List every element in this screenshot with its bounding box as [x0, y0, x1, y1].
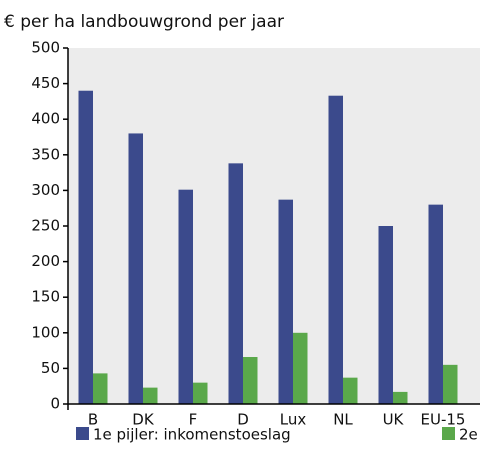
- y-tick-label: 100: [31, 323, 60, 341]
- y-tick-label: 200: [31, 252, 60, 270]
- x-tick-label: DK: [132, 411, 155, 429]
- x-tick-label: B: [88, 411, 98, 429]
- y-tick-label: 400: [31, 110, 60, 128]
- bar: [243, 357, 258, 404]
- x-tick-label: NL: [333, 411, 353, 429]
- y-tick-label: 500: [31, 39, 60, 57]
- bar: [328, 95, 343, 404]
- bar: [378, 226, 393, 404]
- x-tick-label: Lux: [280, 411, 307, 429]
- y-tick-label: 450: [31, 74, 60, 92]
- x-tick-label: UK: [383, 411, 405, 429]
- bar: [293, 332, 308, 404]
- y-tick-label: 150: [31, 288, 60, 306]
- legend-label: 1e pijler: inkomenstoeslag: [93, 426, 291, 444]
- x-tick-label: D: [237, 411, 249, 429]
- bar: [393, 391, 408, 404]
- bar: [78, 90, 93, 404]
- x-tick-label: F: [189, 411, 198, 429]
- bar: [428, 204, 443, 404]
- legend-swatch: [76, 427, 89, 440]
- bar: [128, 133, 143, 404]
- bar: [193, 382, 208, 404]
- x-tick-label: EU-15: [421, 411, 466, 429]
- y-tick-label: 50: [41, 359, 60, 377]
- bar: [143, 387, 158, 404]
- chart-title: € per ha landbouwgrond per jaar: [4, 12, 284, 32]
- y-tick-label: 350: [31, 145, 60, 163]
- bar: [443, 364, 458, 404]
- bar: [228, 163, 243, 404]
- bar: [93, 373, 108, 404]
- bar: [178, 189, 193, 404]
- y-tick-label: 0: [50, 395, 60, 413]
- legend-swatch: [442, 427, 455, 440]
- bar: [278, 199, 293, 404]
- legend-label: 2e pijler:: [459, 426, 480, 444]
- y-tick-label: 250: [31, 217, 60, 235]
- bar: [343, 377, 358, 404]
- y-tick-label: 300: [31, 181, 60, 199]
